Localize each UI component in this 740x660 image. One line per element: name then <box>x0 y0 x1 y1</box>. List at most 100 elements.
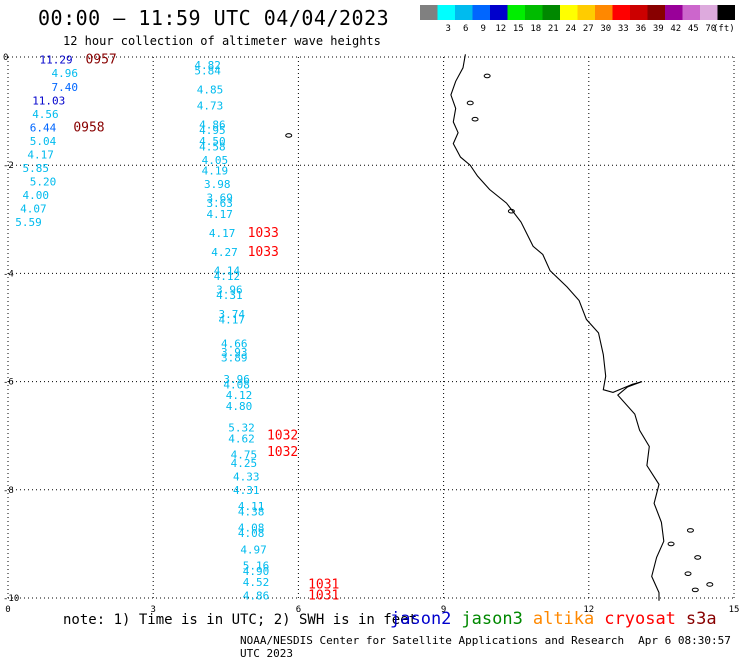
island <box>471 116 479 122</box>
wave-height-labels: 11.294.967.4011.034.566.445.044.175.855.… <box>15 53 339 604</box>
legend-swatch <box>472 5 490 20</box>
swh-value: 3.89 <box>221 351 248 364</box>
swh-value: 4.11 <box>238 500 265 513</box>
legend-label: 33 <box>618 24 629 34</box>
legend-label: 21 <box>548 24 559 34</box>
swh-value: 11.29 <box>39 54 72 67</box>
map-grid <box>7 56 735 599</box>
swh-value: 4.62 <box>228 432 255 445</box>
swh-value: 4.96 <box>52 67 78 80</box>
swh-value: 4.73 <box>197 100 224 113</box>
swh-value: 4.80 <box>226 400 253 413</box>
x-tick-label: 15 <box>729 605 740 615</box>
swh-value: 4.25 <box>231 457 258 470</box>
legend-swatch <box>560 5 578 20</box>
swh-value: 4.08 <box>223 378 250 391</box>
legend-swatch <box>507 5 525 20</box>
legend-label: 6 <box>463 24 468 34</box>
pass-time: 1033 <box>248 226 279 241</box>
legend-label: 24 <box>565 24 576 34</box>
swh-value: 4.50 <box>199 135 226 148</box>
satellite-jason2: jason2 <box>390 609 452 629</box>
satellite-jason3: jason3 <box>461 609 523 629</box>
y-tick-label: -6 <box>3 378 14 388</box>
swh-value: 4.58 <box>199 140 226 153</box>
legend-swatch <box>647 5 665 20</box>
swh-value: 5.32 <box>228 422 255 435</box>
legend-unit: (ft) <box>713 24 735 34</box>
swh-value: 7.40 <box>52 81 78 94</box>
legend-label: 9 <box>481 24 486 34</box>
credit-text: NOAA/NESDIS Center for Satellite Applica… <box>240 634 625 647</box>
pass-time: 1032 <box>267 429 298 444</box>
swh-value: 5.16 <box>243 560 269 573</box>
island <box>483 73 491 79</box>
legend-swatch <box>700 5 718 20</box>
swh-value: 11.03 <box>32 94 65 107</box>
legend-swatch <box>437 5 455 20</box>
pass-time: 1031 <box>308 577 339 592</box>
pass-time: 1032 <box>267 445 298 460</box>
legend-swatch <box>595 5 613 20</box>
swh-value: 4.95 <box>199 124 226 137</box>
island <box>507 208 515 214</box>
swh-value: 3.98 <box>204 178 231 191</box>
y-tick-label: -10 <box>3 594 19 604</box>
island <box>694 555 702 560</box>
swh-value: 4.08 <box>238 522 265 535</box>
legend-label: 39 <box>653 24 664 34</box>
swh-value: 4.66 <box>221 338 248 351</box>
coastline <box>285 54 714 601</box>
legend-label: 3 <box>446 24 451 34</box>
swh-value: 4.86 <box>199 119 226 132</box>
legend-swatch <box>577 5 595 20</box>
swh-value: 4.17 <box>209 227 236 240</box>
x-tick-label: 9 <box>441 605 446 615</box>
legend-swatch <box>665 5 683 20</box>
legend-label: 27 <box>583 24 594 34</box>
swh-value: 6.44 <box>30 121 57 134</box>
y-tick-label: -8 <box>3 486 14 496</box>
swh-value: 4.12 <box>226 389 253 402</box>
swh-value: 4.38 <box>238 505 265 518</box>
pass-time: 0958 <box>73 120 104 135</box>
y-tick-label: 0 <box>3 53 8 63</box>
legend-label: 12 <box>495 24 506 34</box>
pass-time: 1031 <box>308 588 339 603</box>
swh-value: 4.31 <box>216 289 243 302</box>
swh-value: 4.31 <box>233 484 260 497</box>
swh-value: 5.85 <box>23 162 50 175</box>
swh-value: 5.84 <box>194 65 221 78</box>
swh-value: 4.19 <box>202 165 229 178</box>
axis-ticks: 0 3 6 9 12 15 0 -2 -4 -6 -8 -10 <box>3 53 739 615</box>
swh-value: 3.69 <box>206 192 233 205</box>
swh-value: 4.97 <box>240 543 267 556</box>
y-tick-label: -4 <box>3 269 14 279</box>
legend-swatch <box>525 5 543 20</box>
swh-value: 4.17 <box>206 208 233 221</box>
swh-value: 5.04 <box>30 135 57 148</box>
legend-label: 70 <box>705 24 716 34</box>
x-tick-label: 3 <box>150 605 155 615</box>
swh-value: 5.20 <box>30 175 56 188</box>
swh-value: 3.93 <box>221 346 248 359</box>
swh-value: 4.75 <box>231 449 258 462</box>
swh-value: 4.14 <box>214 265 241 278</box>
swh-value: 3.96 <box>223 373 250 386</box>
legend-swatch <box>542 5 560 20</box>
pass-time: 1033 <box>248 245 279 260</box>
footer-credit: NOAA/NESDIS Center for Satellite Applica… <box>240 634 740 660</box>
legend-swatch <box>682 5 700 20</box>
legend-label: 18 <box>530 24 541 34</box>
satellite-legend: jason2 jason3 altika cryosat s3a <box>390 609 727 629</box>
swh-value: 4.00 <box>23 189 50 202</box>
island <box>684 571 692 576</box>
swh-value: 4.07 <box>20 202 46 215</box>
swh-value: 3.74 <box>219 308 246 321</box>
swh-value: 4.17 <box>27 148 54 161</box>
x-tick-label: 0 <box>5 605 10 615</box>
legend-label: 42 <box>670 24 681 34</box>
swh-value: 4.90 <box>243 565 269 578</box>
legend-label: 45 <box>688 24 699 34</box>
